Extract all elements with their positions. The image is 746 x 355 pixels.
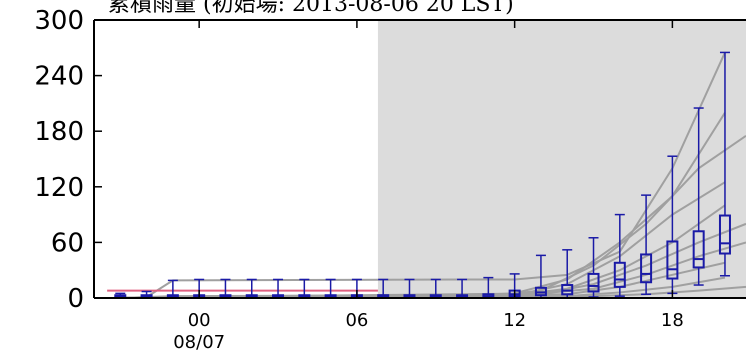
box-iqr (692, 230, 705, 269)
y-tick-label-1: 60 (51, 228, 84, 258)
box-7 (298, 278, 311, 299)
shaded-forecast-region (377, 20, 746, 298)
box-5 (245, 278, 258, 299)
box-iqr (718, 214, 731, 255)
box-6 (272, 278, 285, 299)
box-plots (114, 51, 731, 299)
x-tick-label-0: 00 (188, 310, 211, 331)
box-iqr (613, 261, 626, 288)
box-18 (587, 237, 600, 298)
box-iqr (587, 272, 600, 293)
y-tick-label-4: 240 (34, 62, 84, 92)
x-tick-label-1: 06 (345, 310, 368, 331)
y-tick-label-2: 120 (34, 173, 84, 203)
y-tick-label-3: 180 (34, 117, 84, 147)
x-tick-label-3: 18 (661, 310, 684, 331)
box-20 (640, 194, 653, 296)
box-4 (219, 278, 232, 299)
x-tick-label-2: 12 (503, 310, 526, 331)
y-tick-label-5: 300 (34, 6, 84, 36)
box-19 (613, 213, 626, 297)
box-22 (692, 107, 705, 286)
box-23 (718, 51, 731, 277)
box-iqr (640, 253, 653, 284)
y-tick-label-0: 0 (67, 284, 84, 314)
box-8 (324, 278, 337, 299)
chart-title: 累積雨量 (初始場: 2013-08-06 20 LST) (108, 0, 514, 17)
box-iqr (666, 240, 679, 280)
x-tick-sublabel-0: 08/07 (173, 332, 225, 353)
